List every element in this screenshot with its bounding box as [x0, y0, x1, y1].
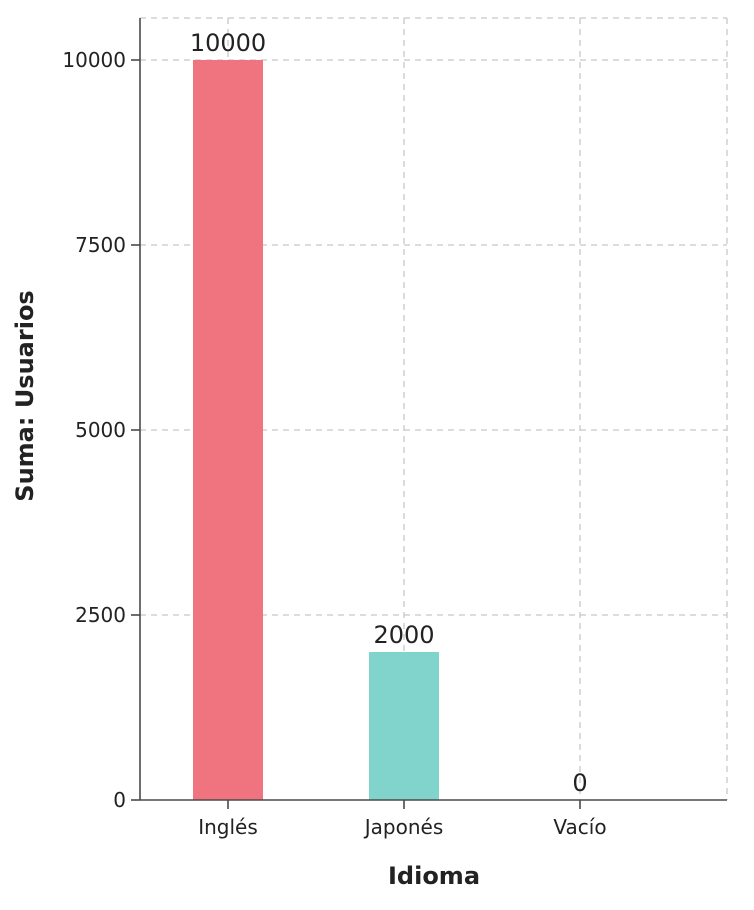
y-tick-label: 2500: [75, 603, 126, 627]
data-label: 2000: [373, 621, 434, 649]
bar-1: [369, 652, 439, 800]
y-tick-label: 5000: [75, 418, 126, 442]
y-tick-label: 0: [113, 788, 126, 812]
labels-layer: 0 2500 5000 7500 10000 Inglés Japonés Vacío 1000…: [62, 29, 606, 839]
y-tick-label: 10000: [62, 48, 126, 72]
y-axis-title: Suma: Usuarios: [11, 290, 39, 501]
y-tick-label: 7500: [75, 233, 126, 257]
bar-0: [193, 60, 263, 800]
x-tick-label: Vacío: [553, 815, 606, 839]
axes-layer: [131, 18, 727, 809]
bars-layer: [193, 60, 439, 800]
x-tick-label: Japonés: [363, 815, 444, 839]
x-tick-label: Inglés: [198, 815, 258, 839]
data-label: 10000: [190, 29, 266, 57]
data-label: 0: [572, 769, 587, 797]
x-axis-title: Idioma: [388, 862, 480, 890]
